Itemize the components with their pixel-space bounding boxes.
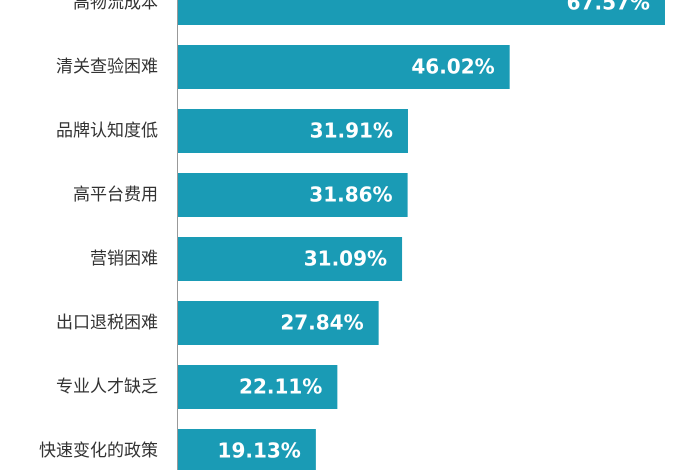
category-label: 高平台费用 — [73, 185, 158, 205]
bar — [178, 237, 403, 281]
category-label: 快速变化的政策 — [39, 441, 158, 461]
category-label: 品牌认知度低 — [56, 121, 158, 141]
value-label: 31.86% — [309, 183, 392, 207]
value-label: 31.09% — [304, 247, 387, 271]
bar — [178, 173, 408, 217]
bar — [178, 429, 316, 470]
value-label: 22.11% — [239, 375, 322, 399]
bar — [178, 0, 665, 25]
bar — [178, 365, 338, 409]
category-label: 营销困难 — [90, 249, 158, 269]
value-label: 67.57% — [567, 0, 650, 15]
value-label: 46.02% — [411, 55, 494, 79]
bar — [178, 109, 408, 153]
category-label: 专业人才缺乏 — [56, 377, 158, 397]
category-label: 出口退税困难 — [56, 313, 158, 333]
value-label: 19.13% — [218, 439, 301, 463]
category-label: 高物流成本 — [73, 0, 158, 13]
bar — [178, 45, 510, 89]
value-label: 31.91% — [310, 119, 393, 143]
bar — [178, 301, 379, 345]
category-label: 清关查验困难 — [56, 57, 158, 77]
value-label: 27.84% — [280, 311, 363, 335]
